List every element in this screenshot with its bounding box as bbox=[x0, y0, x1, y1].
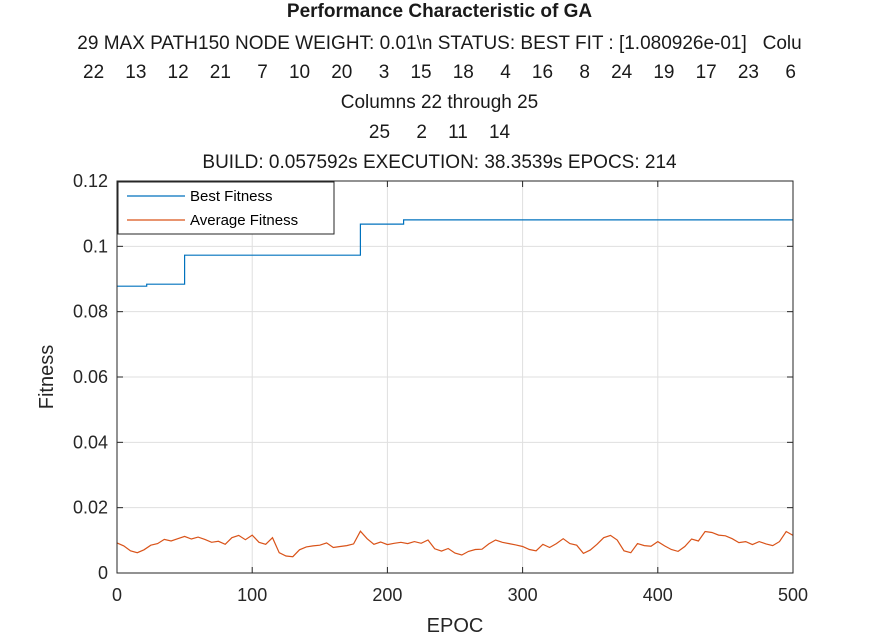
title-build-stats: BUILD: 0.057592s EXECUTION: 38.3539s EPO… bbox=[202, 152, 677, 173]
x-tick-label: 300 bbox=[508, 585, 538, 605]
title-path-line: 22 13 12 21 7 10 20 3 15 18 4 16 8 24 19… bbox=[83, 62, 796, 83]
series-line-average-fitness bbox=[116, 530, 794, 558]
y-tick-label: 0.1 bbox=[83, 236, 108, 256]
x-tick-label: 200 bbox=[372, 585, 402, 605]
series-line-best-fitness bbox=[117, 219, 793, 287]
x-tick-label: 400 bbox=[643, 585, 673, 605]
legend: Best Fitness Average Fitness bbox=[117, 181, 335, 235]
x-axis-label: EPOC bbox=[427, 615, 484, 635]
y-tick-label: 0.08 bbox=[73, 302, 108, 322]
axis-ticks: 0 100 200 300 400 500 0 0.02 0.04 0.06 0.08 0.1 0.12 bbox=[73, 171, 808, 605]
legend-label: Best Fitness bbox=[190, 188, 273, 205]
chart-title: Performance Characteristic of GA bbox=[286, 1, 593, 22]
legend-label: Average Fitness bbox=[190, 212, 298, 229]
legend-box bbox=[117, 181, 335, 235]
title-columns-header: Columns 22 through 25 bbox=[340, 92, 539, 113]
y-axis-label: Fitness bbox=[36, 345, 58, 409]
x-tick-label: 100 bbox=[237, 585, 267, 605]
y-tick-label: 0.04 bbox=[73, 432, 108, 452]
y-tick-label: 0.12 bbox=[73, 171, 108, 191]
grid-lines bbox=[117, 181, 793, 573]
title-config-line: 29 MAX PATH150 NODE WEIGHT: 0.01\n STATU… bbox=[77, 33, 802, 54]
y-tick-label: 0 bbox=[98, 563, 108, 583]
title-path-tail: 25 2 11 14 bbox=[368, 122, 511, 143]
series-lines bbox=[116, 219, 794, 558]
x-tick-label: 0 bbox=[112, 585, 122, 605]
y-tick-label: 0.06 bbox=[73, 367, 108, 387]
y-tick-label: 0.02 bbox=[73, 498, 108, 518]
x-tick-label: 500 bbox=[778, 585, 808, 605]
